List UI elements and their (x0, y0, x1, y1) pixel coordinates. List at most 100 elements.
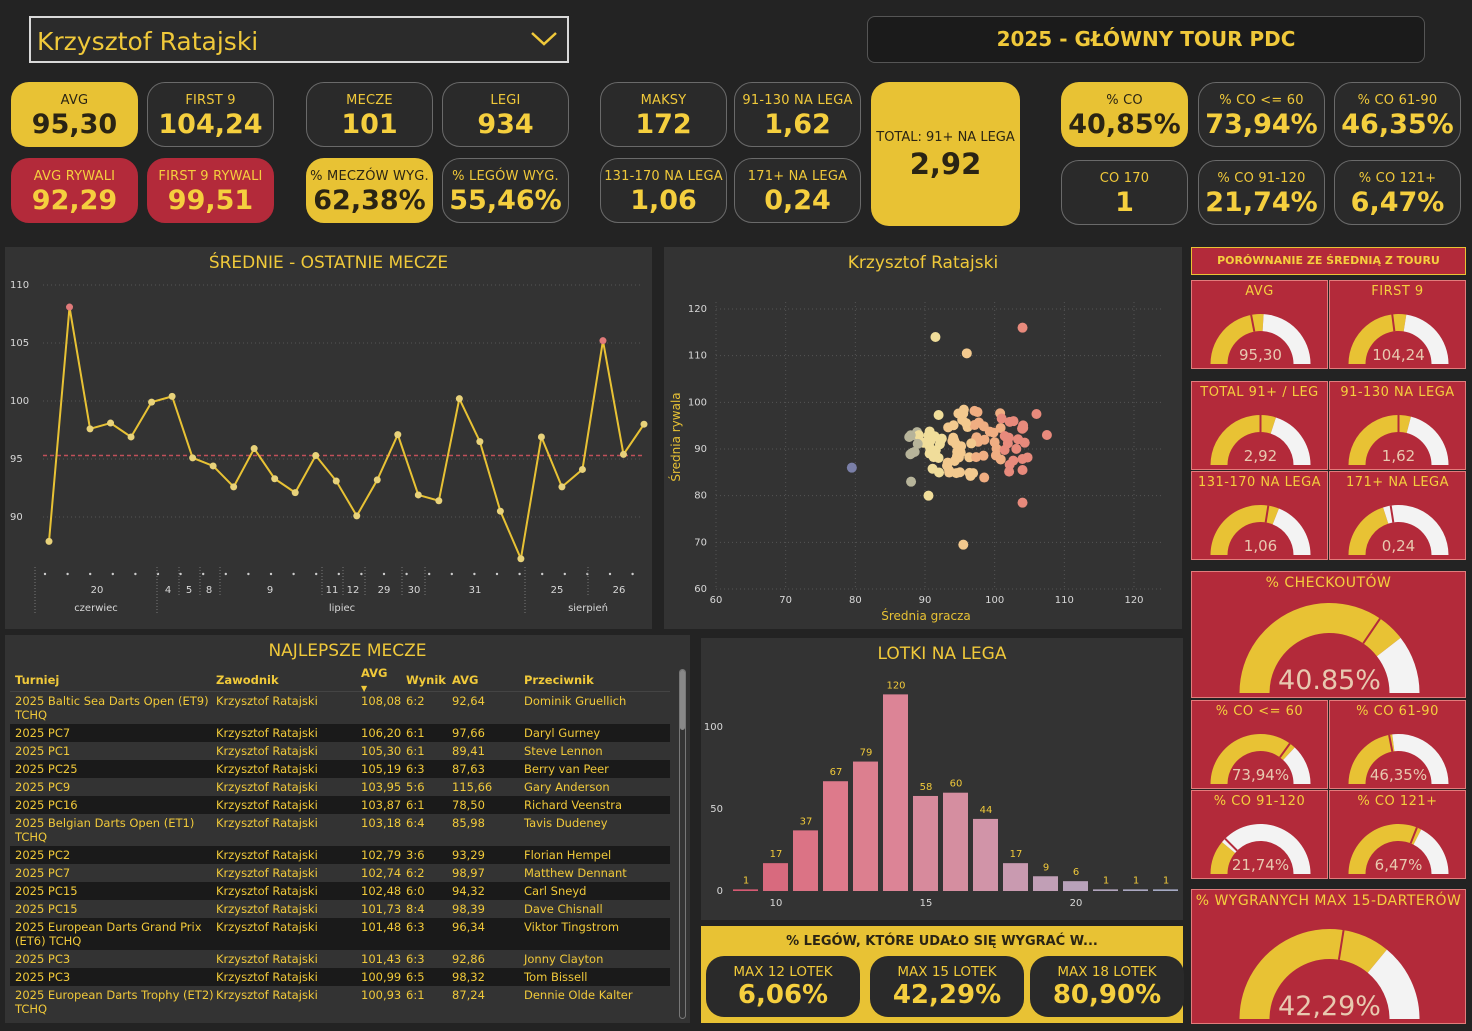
kpi-total-91: TOTAL: 91+ NA LEGA 2,92 (871, 82, 1020, 226)
axis-dot (495, 572, 499, 576)
gauge-target (1388, 734, 1394, 752)
col-tournament[interactable]: Turniej (15, 672, 60, 687)
axis-dot (43, 572, 47, 576)
legs-won-15: MAX 15 LOTEK 42,29% (870, 956, 1024, 1017)
bar (793, 830, 818, 891)
table-cell: 2025 PC3 (15, 952, 71, 966)
line-point (189, 454, 197, 462)
player-select[interactable]: Krzysztof Ratajski (29, 16, 569, 63)
line-day-label: 25 (551, 585, 564, 596)
line-chart-title: ŚREDNIE - OSTATNIE MECZE (208, 253, 449, 273)
table-row[interactable]: 2025 PC1 Krzysztof Ratajski 105,30 6:1 89,41… (10, 742, 670, 760)
table-cell: Krzysztof Ratajski (216, 848, 318, 862)
col-player[interactable]: Zawodnik (216, 672, 279, 687)
gauge-target (1337, 929, 1345, 960)
chevron-down-icon[interactable] (529, 24, 559, 58)
scatter-point (961, 348, 972, 359)
scatter-y-tick: 80 (694, 491, 707, 502)
gauge-value: 73,94% (1232, 766, 1289, 784)
gauge-title: % CO 121+ (1357, 794, 1438, 809)
table-row[interactable]: 2025 PC3 Krzysztof Ratajski 100,99 6:5 98,32… (10, 968, 670, 986)
table-cell: Krzysztof Ratajski (216, 952, 318, 966)
table-row[interactable]: 2025 PC2 Krzysztof Ratajski 102,79 3:6 93,29… (10, 846, 670, 864)
table-cell: 2025 PC2 (15, 848, 71, 862)
axis-dot (202, 572, 205, 576)
table-row[interactable]: 2025 PC3 Krzysztof Ratajski 101,43 6:3 92,86… (10, 950, 670, 968)
table-cell: 2025 Belgian Darts Open (ET1) TCHQ (15, 816, 195, 844)
table-cell: Krzysztof Ratajski (216, 866, 318, 880)
table-row[interactable]: 2025 PC7 Krzysztof Ratajski 106,20 6:1 97,66… (10, 724, 670, 742)
table-row[interactable]: 2025 PC9 Krzysztof Ratajski 103,95 5:6 115,6… (10, 778, 670, 796)
line-y-tick: 110 (10, 280, 29, 291)
kpi-first9-opp: FIRST 9 RYWALI 99,51 (147, 158, 274, 223)
scatter-point (923, 439, 934, 450)
table-row[interactable]: 2025 PC15 Krzysztof Ratajski 102,48 6:0 94,3… (10, 882, 670, 900)
axis-dot (382, 572, 386, 576)
table-row[interactable]: 2025 PC7 Krzysztof Ratajski 102,74 6:2 98,97… (10, 864, 670, 882)
scatter-point (928, 452, 939, 463)
scrollbar[interactable] (679, 669, 686, 1019)
scatter-point (929, 431, 940, 442)
table-row[interactable]: 2025 Belgian Darts Open (ET1) TCHQ Krzysz… (10, 814, 670, 846)
table-row[interactable]: 2025 European Darts Grand Prix (ET6) TCH… (10, 918, 670, 950)
gauge-fill (1239, 929, 1387, 1019)
table-row[interactable]: 2025 PC25 Krzysztof Ratajski 105,19 6:3 87,6… (10, 760, 670, 778)
col-avg[interactable]: AVG ▼ (361, 665, 388, 693)
table-cell: Dominik Gruellich (524, 694, 627, 708)
table-cell: Jonny Clayton (524, 952, 604, 966)
bar-x-tick: 10 (770, 898, 783, 909)
scatter-point (1017, 465, 1028, 475)
line-point (250, 445, 258, 453)
table-row[interactable]: 2025 PC15 Krzysztof Ratajski 101,73 8:4 98,3… (10, 900, 670, 918)
scatter-point (1008, 416, 1019, 427)
line-point (291, 489, 299, 497)
table-cell: 87,24 (452, 988, 485, 1002)
gauge-card: TOTAL 91+ / LEG 2,92 (1191, 381, 1328, 470)
table-cell: 92,64 (452, 694, 485, 708)
kpi-leg-win: % LEGÓW WYG. 55,46% (442, 158, 569, 223)
table-cell: 8:4 (406, 902, 425, 916)
gauge-fill (1239, 603, 1401, 693)
table-cell: 101,48 (361, 920, 402, 934)
line-point (558, 483, 566, 491)
gauge-svg: 6,47% (1348, 824, 1449, 874)
table-cell: 108,08 (361, 694, 402, 708)
gauge-rest (1376, 637, 1420, 693)
table-cell: 96,34 (452, 920, 485, 934)
gauge-fill (1348, 824, 1422, 874)
table-row[interactable]: 2025 European Darts Trophy (ET2) TCHQ Krz… (10, 986, 670, 1018)
axis-dot (337, 572, 340, 576)
gauge-target (1250, 314, 1256, 332)
scatter-point (971, 452, 982, 463)
line-point (312, 452, 320, 460)
table-cell: 92,86 (452, 952, 485, 966)
table-cell: 87,63 (452, 762, 485, 776)
table-cell: 3:6 (406, 848, 425, 862)
table-row[interactable]: 2025 PC16 Krzysztof Ratajski 103,87 6:1 78,5… (10, 796, 670, 814)
gauge-value: 42,29% (1278, 991, 1381, 1022)
scatter-point (958, 539, 969, 550)
col-opponent[interactable]: Przeciwnik (524, 672, 594, 687)
scatter-point (1017, 454, 1028, 465)
line-point (640, 420, 648, 428)
axis-dot (179, 572, 182, 576)
kpi-legs: LEGI 934 (442, 82, 569, 147)
col-opp-avg[interactable]: AVG (452, 672, 479, 687)
table-cell: 103,87 (361, 798, 402, 812)
col-score[interactable]: Wynik (406, 672, 446, 687)
gauge-fill (1210, 314, 1264, 364)
table-cell: 115,66 (452, 780, 493, 794)
table-row[interactable]: 2025 Baltic Sea Darts Open (ET9) TCHQ Krz… (10, 692, 670, 724)
kpi-131-170: 131-170 NA LEGA 1,06 (600, 158, 727, 223)
scatter-chart: 60 70 80 90 100 110 120 120 110 100 90 80 70 60 Średn… (668, 302, 1164, 623)
scatter-point (846, 462, 857, 473)
scatter-x-tick: 70 (779, 595, 792, 606)
bar-chart: 10050011737677912058604417961111101520 (704, 680, 1208, 909)
gauge-title: % CO 61-90 (1356, 704, 1439, 719)
scatter-point (979, 472, 990, 483)
table-cell: 98,32 (452, 970, 485, 984)
table-cell: 2025 PC1 (15, 744, 71, 758)
gauge-fill (1210, 734, 1295, 784)
line-day-label: 26 (613, 585, 626, 596)
gauge-svg: 95,30 (1210, 314, 1311, 364)
